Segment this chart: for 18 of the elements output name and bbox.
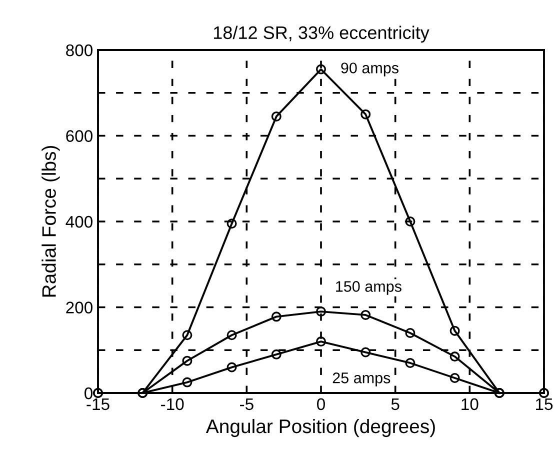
y-tick-label: 200 [66, 302, 92, 314]
series-label: 90 amps [341, 62, 398, 76]
x-axis-title: Angular Position (degrees) [206, 418, 435, 438]
x-tick-label: 10 [462, 398, 478, 410]
y-tick-label: 0 [84, 387, 92, 400]
x-tick-label: -5 [240, 398, 254, 410]
series-label: 25 amps [332, 372, 390, 386]
y-tick-label: 600 [66, 130, 92, 142]
y-tick-label: 400 [66, 216, 92, 228]
y-tick-label: 800 [66, 44, 92, 56]
x-tick-label: -15 [86, 398, 110, 410]
x-tick-label: 15 [536, 398, 553, 410]
y-axis-title: Radial Force (lbs) [42, 146, 60, 297]
x-tick-label: 0 [317, 398, 325, 410]
series-label: 150 amps [336, 281, 402, 295]
x-tick-label: -10 [161, 398, 184, 410]
x-tick-label: 5 [391, 398, 400, 410]
chart-title: 18/12 SR, 33% eccentricity [214, 26, 430, 43]
